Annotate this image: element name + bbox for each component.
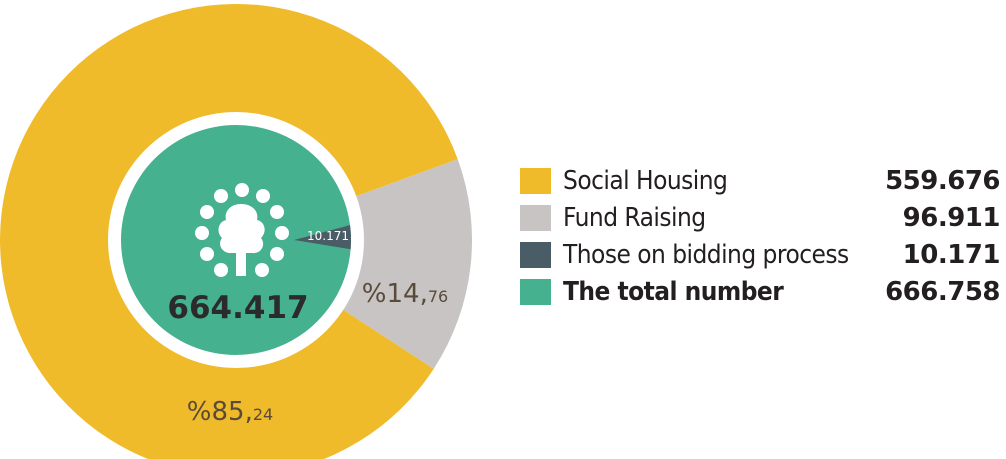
- legend-value: 666.758: [885, 276, 1000, 307]
- legend-value: 10.171: [902, 239, 1001, 270]
- data-label-bidding: 10.171: [307, 229, 349, 243]
- data-labels: %85,24 %14,76 10.171: [187, 229, 448, 427]
- legend-swatch: [520, 167, 551, 194]
- legend-item: The total number 666.758: [520, 273, 1002, 310]
- legend-item: Fund Raising 96.911: [520, 199, 1002, 236]
- tree-in-dot-circle-icon: [195, 183, 289, 277]
- legend-label: Fund Raising: [563, 202, 706, 233]
- legend-swatch: [520, 241, 551, 268]
- legend-swatch: [520, 278, 551, 305]
- legend-item: Social Housing 559.676: [520, 162, 1002, 199]
- center-total: 664.417: [167, 290, 308, 326]
- data-label-fund-raising: %14,76: [362, 279, 448, 309]
- legend-label: Social Housing: [563, 165, 728, 196]
- legend-value: 96.911: [902, 202, 1001, 233]
- inner-slice-bidding: [294, 225, 352, 250]
- legend-label: Those on bidding process: [563, 239, 849, 270]
- data-label-social-housing: %85,24: [187, 397, 273, 427]
- legend: Social Housing 559.676 Fund Raising 96.911 T…: [520, 162, 1002, 310]
- legend-value: 559.676: [885, 165, 1000, 196]
- legend-label: The total number: [563, 276, 784, 307]
- legend-item: Those on bidding process 10.171: [520, 236, 1002, 273]
- legend-swatch: [520, 204, 551, 231]
